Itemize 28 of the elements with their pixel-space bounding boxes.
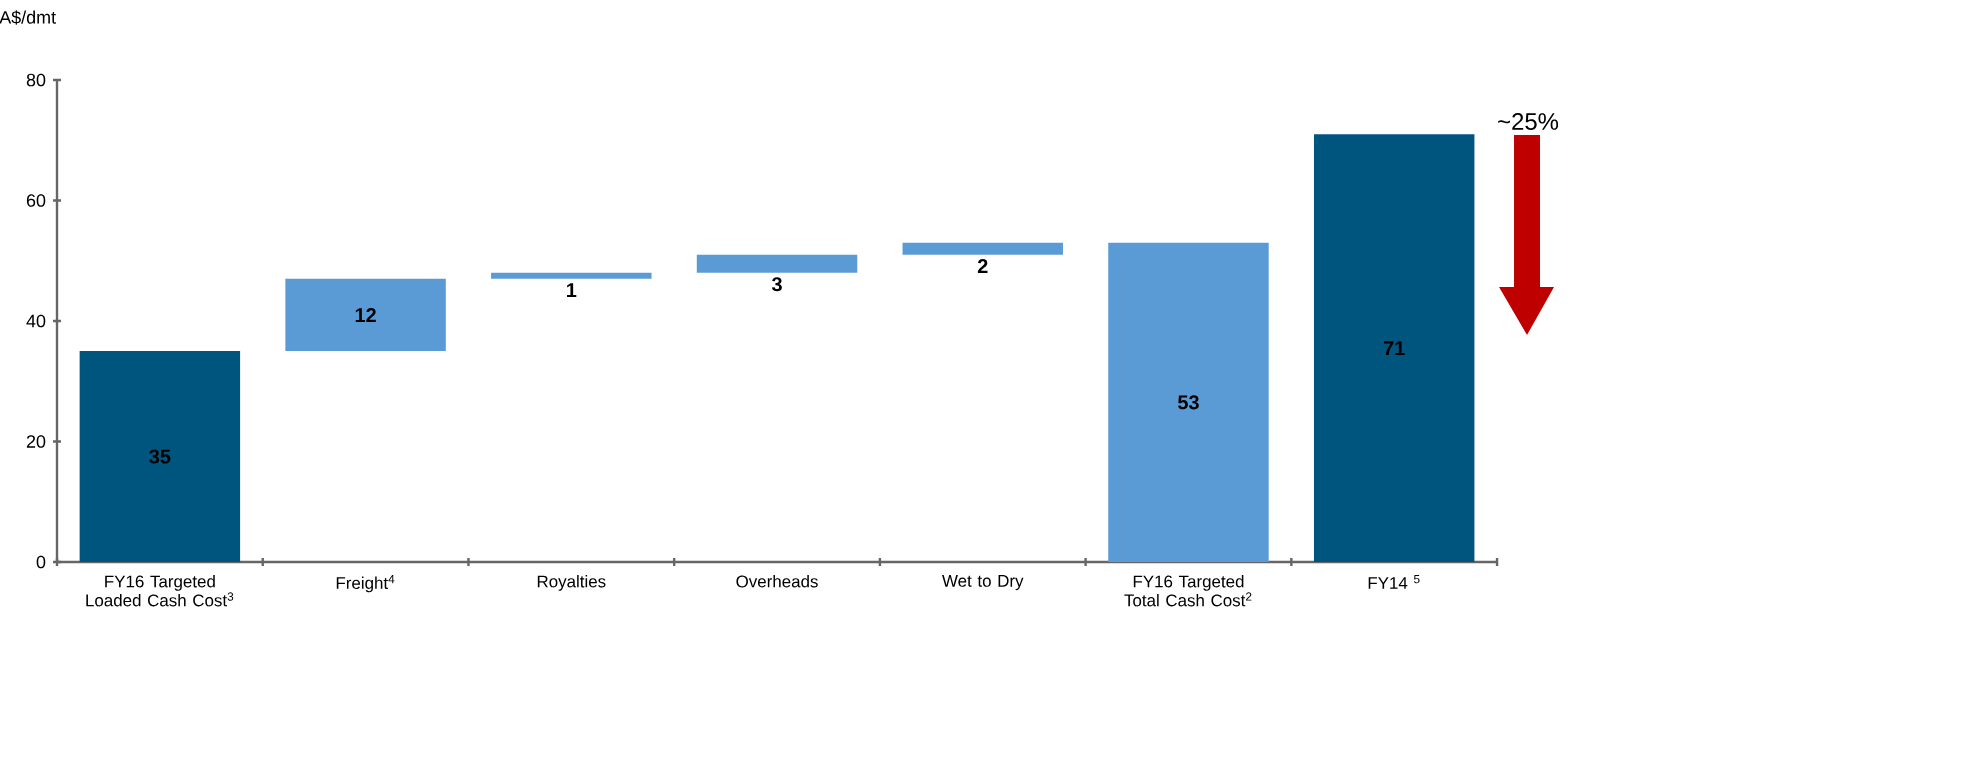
data-label: 3 bbox=[771, 277, 782, 292]
bar bbox=[491, 272, 652, 279]
x-tick-label: Freight$^{4}$ bbox=[336, 575, 395, 593]
text: ~25% bbox=[1498, 113, 1559, 130]
x-tick-label: FY16 Targeted Total Cash Cost$^{2}$ bbox=[1124, 575, 1252, 607]
bar bbox=[1108, 242, 1269, 562]
data-label: 2 bbox=[977, 259, 988, 274]
data-label: 71 bbox=[1383, 341, 1405, 355]
bar bbox=[79, 351, 241, 562]
x-tick-label: Overheads bbox=[736, 575, 818, 588]
y-tick-label: 40 bbox=[26, 314, 46, 328]
x-tick-label: Royalties bbox=[537, 575, 606, 591]
bar bbox=[1313, 134, 1475, 562]
y-tick-label: 20 bbox=[26, 435, 46, 448]
data-label: 1 bbox=[567, 283, 577, 297]
y-tick-label: 80 bbox=[26, 73, 46, 87]
x-tick-label: FY14 $^{5}$ bbox=[1368, 575, 1420, 589]
bar bbox=[902, 242, 1063, 255]
y-tick-label: 60 bbox=[26, 194, 46, 207]
x-tick-label: Wet to Dry bbox=[942, 575, 1024, 591]
bar bbox=[285, 278, 446, 352]
y-axis-title: A$/dmt bbox=[0, 10, 56, 25]
data-label: 12 bbox=[355, 308, 376, 322]
y-tick-label: 0 bbox=[36, 555, 46, 569]
x-tick-label: FY16 Targeted Loaded Cash Cost$^{3}$ bbox=[86, 575, 234, 607]
bar bbox=[696, 254, 858, 273]
data-label: 35 bbox=[149, 449, 171, 464]
data-label: 53 bbox=[1178, 395, 1199, 410]
